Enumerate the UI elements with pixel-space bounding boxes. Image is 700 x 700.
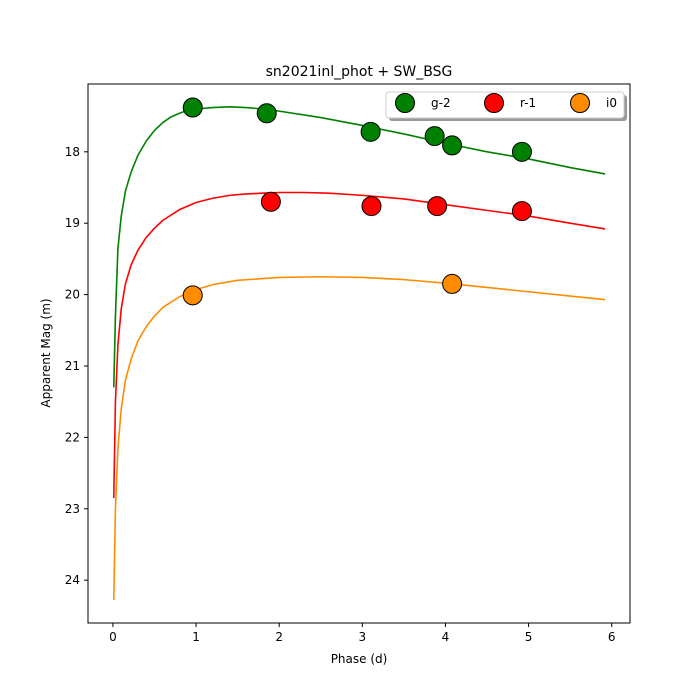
legend-label-i0: i0 [606, 96, 617, 110]
x-tick-label: 1 [192, 630, 200, 644]
legend: g-2 r-1 i0 [385, 91, 627, 121]
legend-marker-r-1 [484, 93, 504, 113]
data-point-g-2 [360, 121, 381, 142]
y-axis: 18 19 20 21 22 23 24 [65, 145, 88, 587]
legend-label-g-2: g-2 [431, 96, 451, 110]
data-point-g-2 [424, 126, 445, 147]
plot-background [88, 84, 630, 623]
x-tick-label: 2 [275, 630, 283, 644]
x-tick-label: 0 [109, 630, 117, 644]
data-point-i0 [182, 285, 203, 306]
y-tick-label: 19 [65, 216, 80, 230]
x-axis: 0 1 2 3 4 5 6 [109, 623, 616, 644]
x-axis-label: Phase (d) [331, 652, 388, 666]
data-point-g-2 [511, 141, 532, 162]
legend-marker-g-2 [395, 93, 415, 113]
data-point-r-1 [260, 191, 281, 212]
data-point-r-1 [427, 196, 448, 217]
x-tick-label: 4 [442, 630, 450, 644]
y-tick-label: 22 [65, 430, 80, 444]
data-point-g-2 [256, 103, 277, 124]
x-tick-label: 6 [608, 630, 616, 644]
x-tick-label: 3 [359, 630, 367, 644]
data-point-i0 [442, 273, 463, 294]
y-axis-label: Apparent Mag (m) [39, 298, 53, 407]
data-point-r-1 [361, 196, 382, 217]
y-tick-label: 24 [65, 573, 80, 587]
plot-area [87, 83, 631, 624]
legend-box [385, 91, 625, 119]
data-point-g-2 [182, 97, 203, 118]
y-tick-label: 18 [65, 145, 80, 159]
data-point-r-1 [511, 201, 532, 222]
y-tick-label: 23 [65, 502, 80, 516]
plot-frame [87, 83, 631, 624]
y-tick-label: 21 [65, 359, 80, 373]
chart-title: sn2021inl_phot + SW_BSG [266, 64, 453, 80]
x-tick-label: 5 [525, 630, 533, 644]
legend-items: g-2 r-1 i0 [395, 93, 617, 113]
y-tick-label: 20 [65, 288, 80, 302]
data-points [182, 97, 532, 306]
legend-label-r-1: r-1 [520, 96, 536, 110]
data-point-g-2 [442, 135, 463, 156]
legend-marker-i0 [570, 93, 590, 113]
